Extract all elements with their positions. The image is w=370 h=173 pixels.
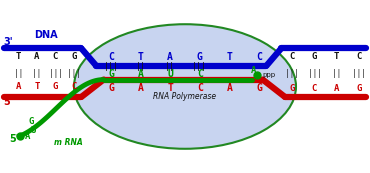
Text: C: C	[356, 52, 361, 61]
Text: |||: |||	[48, 69, 63, 78]
Text: A: A	[34, 52, 40, 61]
Text: G: G	[290, 84, 295, 93]
Text: G: G	[108, 83, 114, 93]
Text: |||: |||	[352, 69, 366, 78]
Text: G: G	[356, 84, 361, 93]
Text: A: A	[25, 132, 30, 141]
Text: 5': 5'	[4, 97, 13, 107]
Text: A: A	[138, 69, 144, 79]
Text: |||: |||	[67, 69, 81, 78]
Text: m RNA: m RNA	[54, 138, 83, 147]
Text: T: T	[16, 52, 21, 61]
Text: C: C	[197, 83, 203, 93]
Text: G: G	[53, 82, 58, 91]
Text: A: A	[16, 82, 21, 91]
Text: |||: |||	[285, 69, 299, 78]
Text: ppp: ppp	[263, 72, 276, 78]
Text: ||: ||	[33, 69, 41, 78]
Text: G: G	[197, 52, 203, 62]
Text: C: C	[71, 82, 77, 91]
Text: T: T	[138, 52, 144, 62]
Text: RNA Polymerase: RNA Polymerase	[154, 92, 216, 101]
Text: 5': 5'	[9, 134, 19, 144]
Text: C: C	[312, 84, 317, 93]
Text: C: C	[256, 52, 262, 62]
Text: G: G	[29, 117, 34, 126]
Text: U: U	[31, 126, 36, 135]
Text: |||: |||	[104, 62, 118, 71]
Text: C: C	[53, 52, 58, 61]
Text: T: T	[167, 83, 173, 93]
Text: G: G	[256, 83, 262, 93]
Text: ||: ||	[165, 62, 175, 71]
Text: |||: |||	[192, 62, 207, 71]
Text: G: G	[108, 69, 114, 79]
Text: ||: ||	[135, 62, 146, 71]
Text: C: C	[290, 52, 295, 61]
Text: A: A	[138, 83, 144, 93]
Text: 3': 3'	[4, 37, 13, 47]
Text: C: C	[108, 52, 114, 62]
Text: |||: |||	[307, 69, 322, 78]
Text: C: C	[197, 69, 203, 79]
Text: ||: ||	[332, 69, 341, 78]
Ellipse shape	[74, 24, 296, 149]
Text: U: U	[167, 69, 173, 79]
Text: A: A	[334, 84, 339, 93]
Text: A: A	[226, 83, 232, 93]
Text: T: T	[334, 52, 339, 61]
Text: A: A	[251, 66, 256, 75]
Text: DNA: DNA	[34, 30, 58, 40]
Text: T: T	[226, 52, 232, 62]
Text: G: G	[312, 52, 317, 61]
Text: T: T	[34, 82, 40, 91]
Text: A: A	[167, 52, 173, 62]
Text: G: G	[71, 52, 77, 61]
Text: ||: ||	[14, 69, 23, 78]
